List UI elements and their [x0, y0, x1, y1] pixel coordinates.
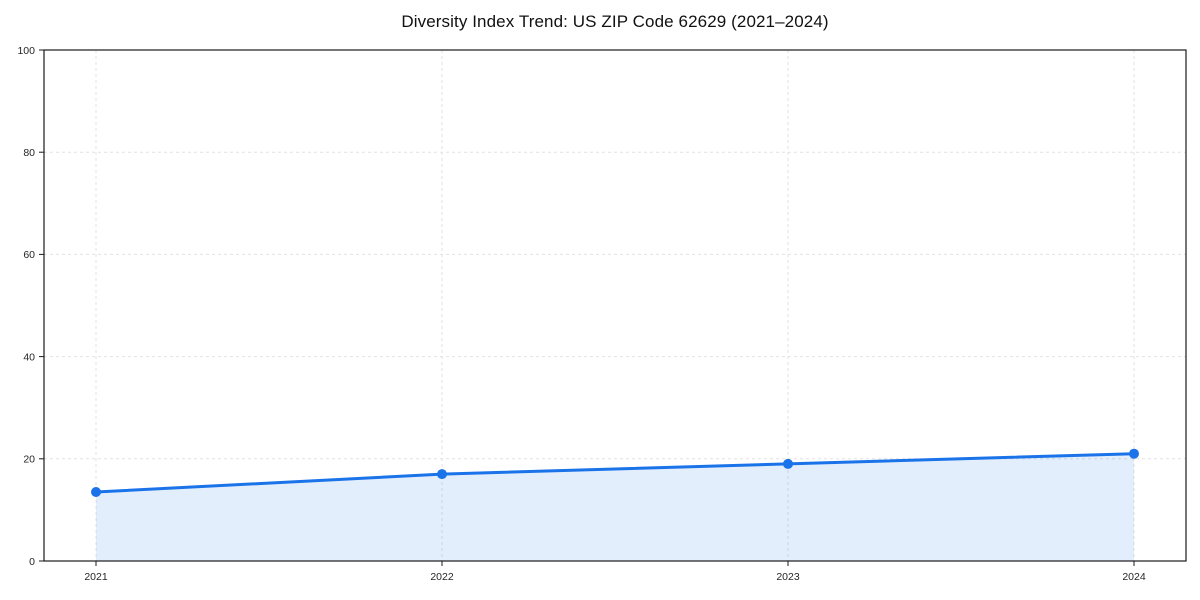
y-tick-label: 0	[29, 556, 35, 568]
y-tick-label: 80	[23, 147, 35, 159]
y-tick-label: 100	[17, 45, 35, 57]
y-tick-label: 40	[23, 351, 35, 363]
data-point-2023	[783, 458, 793, 469]
x-tick-label: 2021	[84, 571, 108, 583]
x-tick-label: 2022	[430, 571, 454, 583]
plot-border	[43, 49, 1187, 562]
trend-line	[94, 452, 1136, 494]
area-fill	[96, 453, 1134, 561]
x-tick-label: 2024	[1122, 571, 1146, 583]
data-point-2024	[1129, 448, 1139, 459]
x-tick-label: 2023	[776, 571, 800, 583]
data-point-2021	[91, 487, 101, 498]
data-point-2022	[437, 469, 447, 480]
chart-title: Diversity Index Trend: US ZIP Code 62629…	[401, 12, 829, 31]
y-tick-label: 20	[23, 454, 35, 466]
y-tick-label: 60	[23, 249, 35, 261]
